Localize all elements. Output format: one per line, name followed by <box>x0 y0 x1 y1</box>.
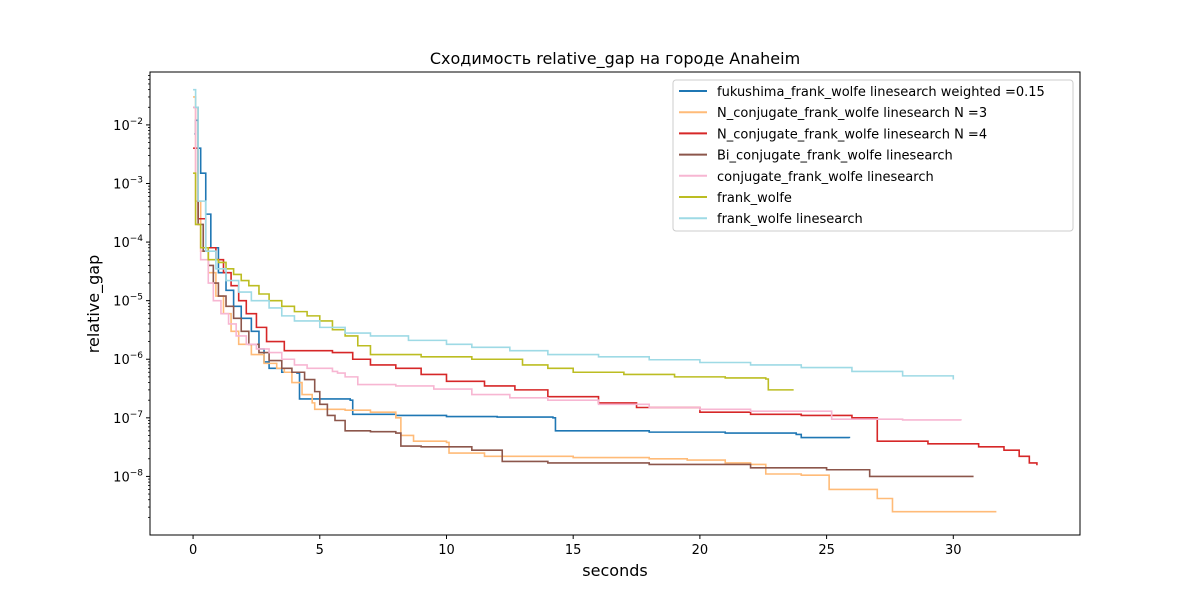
y-tick-exponent: −8 <box>130 468 144 478</box>
x-tick-label: 20 <box>692 543 709 558</box>
y-tick-label: 10−6 <box>113 351 143 368</box>
x-tick-label: 10 <box>438 543 455 558</box>
x-tick-label: 5 <box>316 543 324 558</box>
legend-frame <box>672 79 1074 232</box>
series-line <box>193 106 962 421</box>
legend-label: frank_wolfe linesearch <box>717 212 863 227</box>
y-tick-base: 10 <box>113 295 130 310</box>
x-tick-label: 25 <box>818 543 835 558</box>
chart-title: Сходимость relative_gap на городе Anahei… <box>430 49 800 69</box>
legend-label: conjugate_frank_wolfe linesearch <box>717 170 934 185</box>
series-line <box>193 88 955 380</box>
legend: fukushima_frank_wolfe linesearch weighte… <box>672 79 1074 232</box>
y-tick-exponent: −4 <box>130 234 144 244</box>
x-tick-label: 15 <box>565 543 582 558</box>
y-tick-base: 10 <box>113 177 130 192</box>
series-group <box>193 88 1038 513</box>
legend-label: Bi_conjugate_frank_wolfe linesearch <box>717 149 953 164</box>
y-tick-base: 10 <box>113 119 130 134</box>
y-tick-label: 10−8 <box>113 468 143 485</box>
legend-label: N_conjugate_frank_wolfe linesearch N =3 <box>717 106 987 121</box>
y-tick-base: 10 <box>113 236 130 251</box>
x-axis: 0 5 10 15 20 25 30 <box>189 535 962 558</box>
series-line <box>193 172 794 391</box>
y-tick-base: 10 <box>113 470 130 485</box>
legend-label: N_conjugate_frank_wolfe linesearch N =4 <box>717 127 987 142</box>
y-axis: 10−810−710−610−510−410−310−2 <box>113 74 150 518</box>
y-tick-base: 10 <box>113 412 130 427</box>
x-axis-label: seconds <box>582 561 647 580</box>
series-line <box>193 96 997 513</box>
x-tick-label: 0 <box>189 543 197 558</box>
y-tick-exponent: −5 <box>130 293 143 303</box>
legend-label: fukushima_frank_wolfe linesearch weighte… <box>717 85 1045 100</box>
y-tick-exponent: −6 <box>130 351 144 361</box>
x-tick-label: 30 <box>945 543 962 558</box>
y-tick-label: 10−5 <box>113 293 143 310</box>
y-axis-label: relative_gap <box>84 255 104 353</box>
y-tick-label: 10−3 <box>113 175 143 192</box>
y-tick-exponent: −7 <box>130 410 143 420</box>
y-tick-label: 10−7 <box>113 410 143 427</box>
y-tick-exponent: −2 <box>130 117 143 127</box>
y-tick-base: 10 <box>113 353 130 368</box>
y-tick-label: 10−2 <box>113 117 143 134</box>
legend-label: frank_wolfe <box>717 191 792 206</box>
series-line <box>193 106 974 478</box>
y-tick-label: 10−4 <box>113 234 143 251</box>
y-tick-exponent: −3 <box>130 175 143 185</box>
